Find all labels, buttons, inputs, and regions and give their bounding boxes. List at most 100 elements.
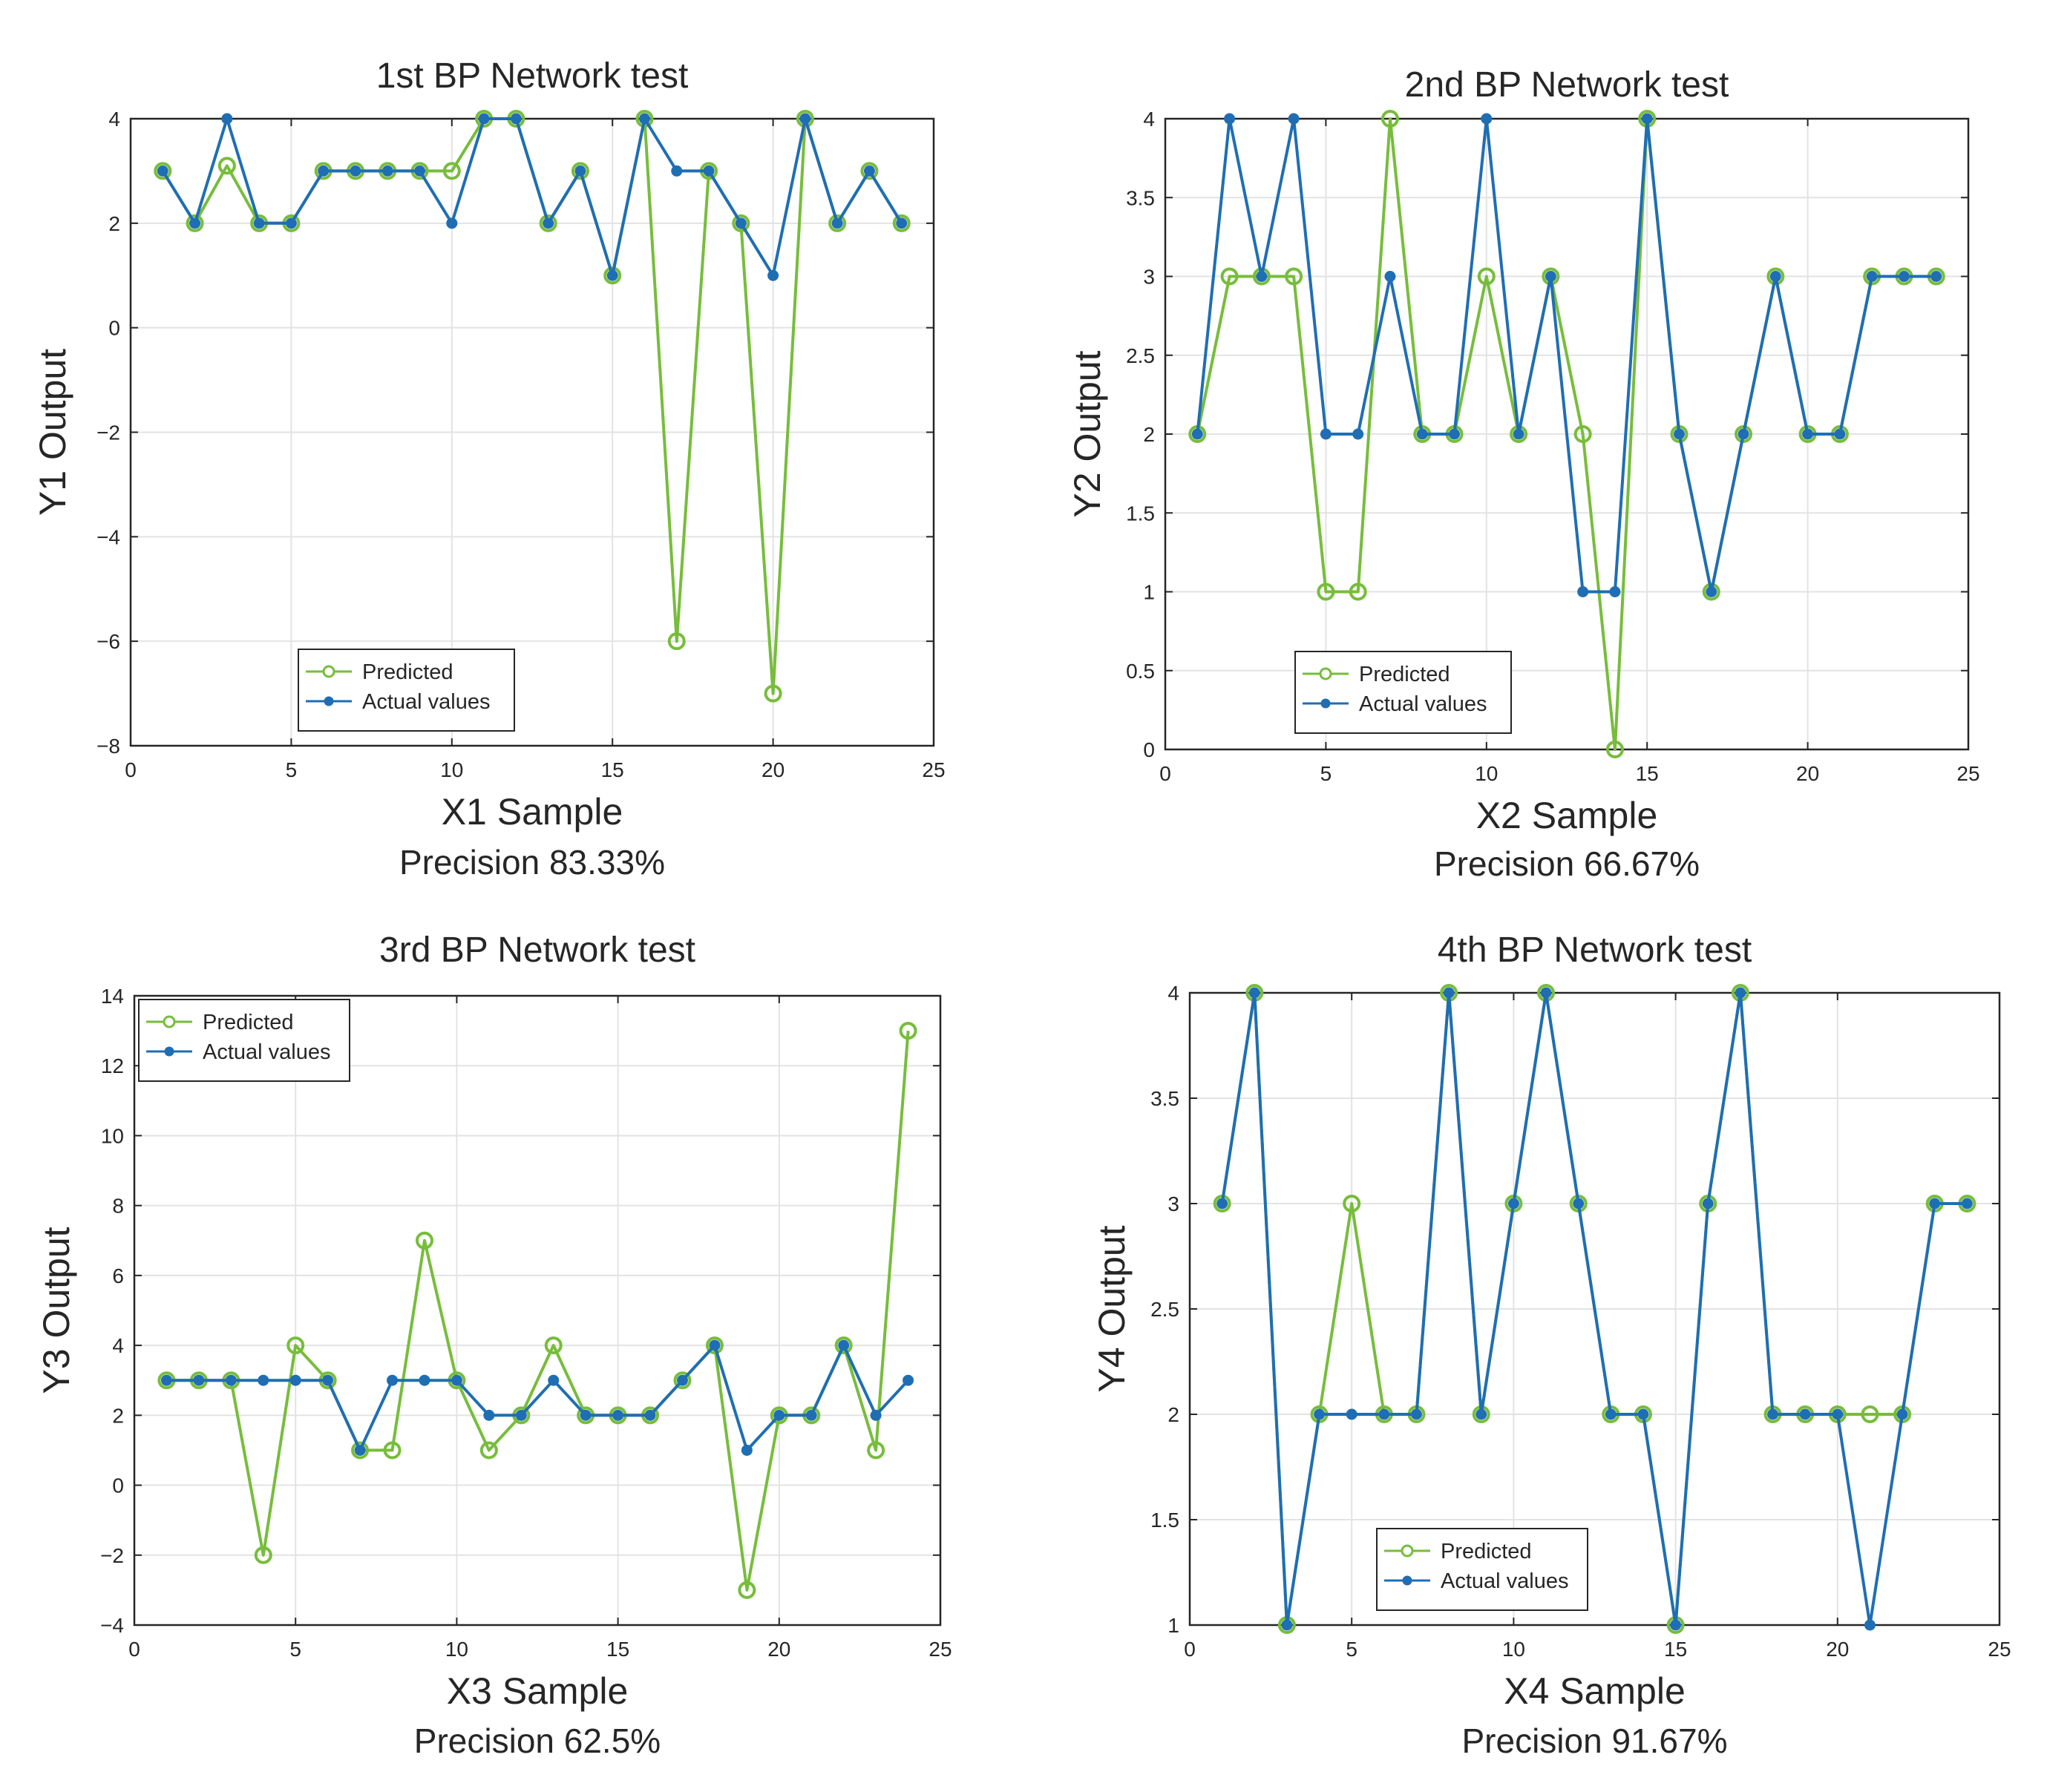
predicted-point <box>603 266 622 285</box>
actual-point <box>735 217 747 229</box>
chart-title: 4th BP Network test <box>1438 931 1752 970</box>
predicted-point <box>539 214 557 232</box>
actual-point <box>1573 1198 1585 1210</box>
legend-label-actual: Actual values <box>1359 692 1487 716</box>
x-tick-label: 15 <box>1636 762 1659 785</box>
actual-point <box>350 165 361 177</box>
actual-point <box>451 1374 462 1386</box>
chart-title: 3rd BP Network test <box>379 931 695 970</box>
x-axis-label: X3 Sample <box>447 1670 629 1712</box>
actual-point <box>1834 428 1846 440</box>
x-tick-label: 15 <box>606 1638 629 1661</box>
y-tick-label: 3 <box>1143 266 1155 289</box>
y-tick-label: −8 <box>96 735 120 758</box>
actual-point <box>1930 271 1942 282</box>
actual-point <box>1896 1408 1908 1420</box>
actual-point <box>1702 1198 1714 1210</box>
actual-point <box>1314 1408 1326 1420</box>
y-tick-label: −4 <box>96 525 120 548</box>
x-tick-label: 0 <box>125 758 137 781</box>
actual-point <box>1384 271 1396 282</box>
actual-point <box>709 1339 721 1351</box>
chart-panel-1: 0 5 10 15 20 25 −8 −6 −4 −2 0 2 4 Predicted Actual val… <box>32 56 946 882</box>
predicted-point <box>732 214 750 232</box>
x-tick-label: 25 <box>922 758 945 781</box>
predicted-point <box>154 162 172 180</box>
axes-box <box>1188 991 2001 1627</box>
y-tick-label: −4 <box>100 1614 124 1637</box>
predicted-point <box>351 1441 370 1460</box>
legend-marker-predicted <box>163 1015 176 1028</box>
predicted-point <box>1861 1405 1879 1423</box>
legend-label-predicted: Predicted <box>1441 1540 1532 1563</box>
x-axis-label: X4 Sample <box>1504 1670 1686 1712</box>
actual-point <box>548 1374 560 1386</box>
axes-box <box>133 994 942 1627</box>
legend-marker-actual <box>164 1046 174 1057</box>
predicted-point <box>738 1581 756 1599</box>
legend-marker-actual <box>324 696 334 706</box>
predicted-point <box>899 1022 917 1040</box>
predicted-point <box>479 1441 498 1460</box>
actual-point <box>1767 1408 1779 1420</box>
actual-point <box>285 217 297 229</box>
actual-point <box>1641 113 1653 125</box>
y-tick-label: 2 <box>1143 423 1155 446</box>
actual-point <box>1481 113 1493 125</box>
y-tick-label: 3 <box>1167 1192 1179 1215</box>
axes-box <box>129 117 935 747</box>
actual-point <box>644 1409 656 1421</box>
actual-point <box>1670 1619 1682 1631</box>
predicted-point <box>1381 110 1399 128</box>
y-tick-label: 3.5 <box>1150 1087 1179 1110</box>
y-tick-label: 0 <box>108 317 120 340</box>
x-tick-label: 10 <box>440 758 463 781</box>
legend-label-predicted: Predicted <box>203 1011 294 1034</box>
actual-point <box>1320 428 1332 440</box>
actual-point <box>1449 428 1461 440</box>
x-tick-label: 0 <box>128 1638 140 1661</box>
precision-caption: Precision 62.5% <box>414 1722 661 1760</box>
actual-point <box>1191 428 1203 440</box>
actual-point <box>1673 428 1685 440</box>
legend-marker-actual <box>1320 698 1331 709</box>
predicted-point <box>544 1336 563 1355</box>
predicted-point <box>1285 267 1303 286</box>
predicted-point <box>1317 582 1335 601</box>
legend: Predicted Actual values <box>298 649 515 732</box>
actual-point <box>221 113 233 125</box>
y-tick-label: 4 <box>1167 982 1179 1005</box>
actual-point <box>1443 987 1455 999</box>
x-tick-label: 15 <box>601 758 624 781</box>
actual-point <box>1513 428 1524 440</box>
predicted-point <box>254 1546 272 1564</box>
x-tick-label: 10 <box>445 1638 468 1661</box>
legend-label-predicted: Predicted <box>1359 663 1450 686</box>
actual-point <box>543 217 554 229</box>
actual-point <box>1577 586 1589 597</box>
actual-point <box>1216 1198 1228 1210</box>
x-tick-label: 15 <box>1664 1638 1687 1661</box>
y-tick-label: 2 <box>112 1404 124 1427</box>
legend-label-actual: Actual values <box>1441 1569 1569 1593</box>
axes-box <box>1164 117 1970 751</box>
actual-point <box>1248 987 1260 999</box>
actual-point <box>1507 1198 1519 1210</box>
predicted-point <box>1349 582 1367 601</box>
actual-point <box>258 1374 269 1386</box>
actual-point <box>1866 271 1878 282</box>
actual-point <box>225 1374 237 1386</box>
x-tick-label: 5 <box>1346 1638 1357 1661</box>
actual-point <box>574 165 586 177</box>
actual-point <box>903 1374 914 1386</box>
actual-point <box>1410 1408 1422 1420</box>
x-tick-label: 10 <box>1475 762 1498 785</box>
y-tick-label: 0 <box>1143 738 1155 761</box>
y-tick-label: 12 <box>101 1054 124 1077</box>
actual-point <box>1898 271 1910 282</box>
predicted-point <box>667 632 686 651</box>
x-axis-label: X1 Sample <box>442 791 623 833</box>
predicted-point <box>1573 425 1592 443</box>
actual-point <box>1706 586 1717 597</box>
chart-panel-2: 0 5 10 15 20 25 0 0.5 1 1.5 2 2.5 3 3.5 4 Predicted Actu… <box>1067 65 1980 883</box>
